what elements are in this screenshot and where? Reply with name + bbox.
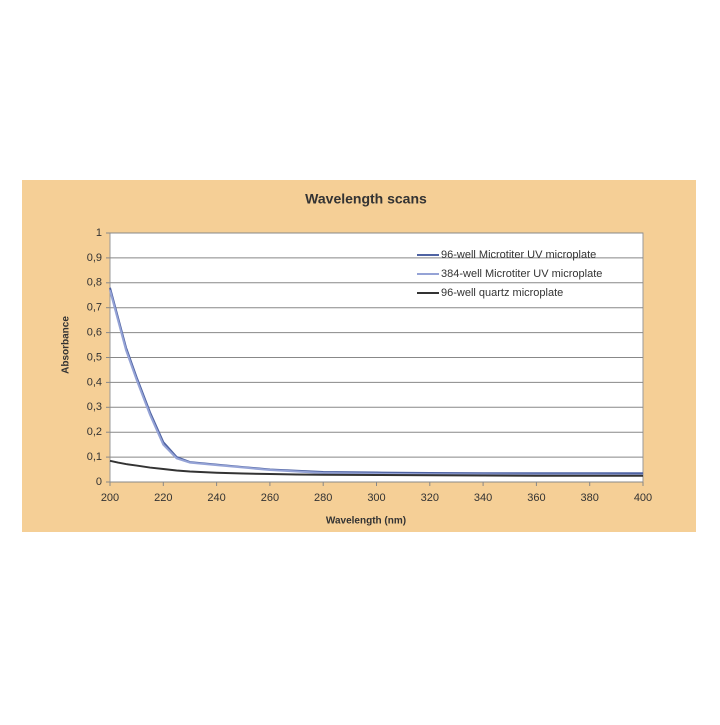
legend-label: 384-well Microtiter UV microplate <box>441 268 602 280</box>
x-axis-title: Wavelength (nm) <box>326 516 406 527</box>
x-tick-label: 280 <box>314 492 332 504</box>
x-tick-label: 380 <box>581 492 599 504</box>
series-line <box>109 459 643 477</box>
y-tick-label: 0,4 <box>87 376 102 388</box>
chart-title: Wavelength scans <box>305 191 427 207</box>
x-tick-label: 300 <box>367 492 385 504</box>
y-tick-label: 0,7 <box>87 302 102 314</box>
x-tick-label: 340 <box>474 492 492 504</box>
y-tick-label: 0,1 <box>87 451 102 463</box>
y-tick-label: 0,9 <box>87 252 102 264</box>
x-tick-label: 320 <box>421 492 439 504</box>
legend-label: 96-well Microtiter UV microplate <box>441 249 596 261</box>
legend-label: 96-well quartz microplate <box>441 287 563 299</box>
y-axis-title: Absorbance <box>61 316 72 374</box>
y-tick-label: 0 <box>96 476 102 488</box>
y-tick-label: 0,5 <box>87 351 102 363</box>
y-tick-label: 1 <box>96 227 102 239</box>
x-tick-label: 240 <box>207 492 225 504</box>
y-tick-label: 0,8 <box>87 277 102 289</box>
y-tick-label: 0,2 <box>87 426 102 438</box>
x-tick-label: 400 <box>634 492 652 504</box>
x-tick-label: 220 <box>154 492 172 504</box>
x-tick-label: 360 <box>527 492 545 504</box>
x-tick-label: 260 <box>261 492 279 504</box>
y-tick-label: 0,3 <box>87 401 102 413</box>
y-tick-label: 0,6 <box>87 327 102 339</box>
x-tick-label: 200 <box>101 492 119 504</box>
